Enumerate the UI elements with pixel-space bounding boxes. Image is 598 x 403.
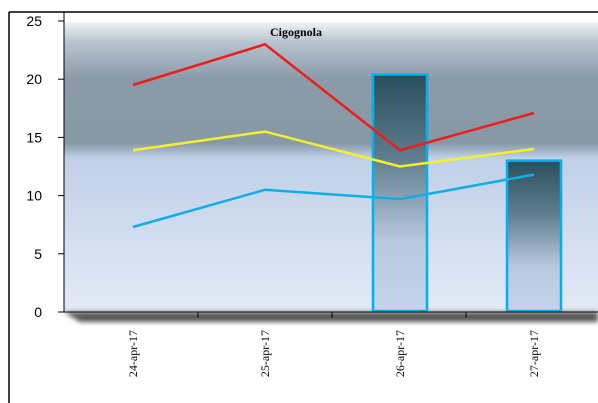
bar [505, 159, 563, 313]
y-axis-ticks: 0 5 10 15 20 25 [26, 13, 64, 320]
y-tick-label: 5 [34, 246, 42, 262]
bar-series [371, 73, 563, 313]
y-tick-label: 10 [26, 188, 42, 204]
y-tick-label: 0 [34, 304, 42, 320]
x-tick-label: 25-apr-17 [258, 330, 272, 377]
series-line [132, 42, 535, 152]
bar [371, 73, 429, 313]
x-tick-label: 24-apr-17 [126, 330, 140, 377]
line-series-group [132, 42, 535, 229]
plot-floor-shadow [64, 312, 598, 322]
series-line [132, 173, 535, 229]
y-tick-label: 20 [26, 71, 42, 87]
series-line [132, 130, 535, 168]
y-tick-label: 15 [26, 129, 42, 145]
x-tick-label: 27-apr-17 [527, 330, 541, 377]
x-axis-ticks: 24-apr-17 25-apr-17 26-apr-17 27-apr-17 [126, 312, 541, 377]
y-tick-label: 25 [26, 13, 42, 29]
x-tick-label: 26-apr-17 [393, 330, 407, 377]
chart-title: Cigognola [270, 25, 322, 39]
